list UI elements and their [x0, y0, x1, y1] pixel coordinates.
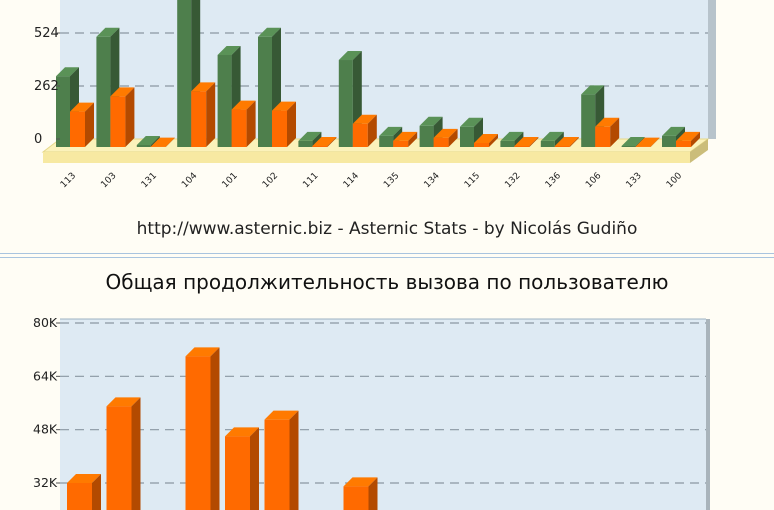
- separator-line: [0, 253, 774, 254]
- top-x-tick-label: 134: [423, 171, 442, 190]
- top-bar-orange: [595, 117, 620, 147]
- bottom-y-tick-label: 64K: [33, 368, 58, 383]
- top-bar-green: [136, 135, 160, 147]
- top-bar-orange: [676, 131, 700, 147]
- top-bar-orange: [150, 137, 175, 147]
- top-bar-orange: [191, 82, 216, 147]
- top-y-tick-label: 524: [34, 26, 59, 41]
- bottom-chart: 32K 48K 64K 80K: [33, 315, 710, 510]
- top-x-tick-label: 113: [59, 171, 78, 190]
- top-bar-orange: [433, 128, 458, 147]
- separator-line-2: [0, 257, 774, 258]
- top-bar-orange: [635, 137, 660, 147]
- bottom-bar-orange: [106, 397, 141, 510]
- top-bar-green: [298, 131, 322, 147]
- top-x-tick-label: 103: [99, 171, 118, 190]
- top-bar-green: [540, 131, 564, 147]
- top-x-tick-label: 102: [261, 171, 280, 190]
- top-x-tick-label: 106: [584, 171, 603, 190]
- top-bar-orange: [70, 102, 94, 147]
- top-chart-right-wall: [708, 0, 716, 139]
- bottom-y-tick-label: 48K: [33, 422, 58, 437]
- bottom-chart-title: Общая продолжительность вызова по пользо…: [105, 270, 669, 294]
- top-bar-orange: [110, 87, 135, 147]
- top-bar-orange: [514, 136, 539, 147]
- top-bar-orange: [554, 136, 579, 147]
- top-y-tick-label: 0: [34, 132, 42, 147]
- bottom-y-tick-label: 32K: [33, 475, 58, 490]
- bottom-bar-orange: [67, 474, 101, 510]
- top-chart-floor-side: [690, 139, 708, 163]
- top-x-tick-label: 100: [665, 171, 684, 190]
- top-x-tick-label: 136: [544, 171, 563, 190]
- bottom-bar-orange: [185, 347, 220, 510]
- top-bar-orange: [474, 133, 498, 147]
- top-x-tick-label: 111: [301, 171, 320, 190]
- top-bar-orange: [231, 100, 256, 147]
- top-bar-orange: [272, 101, 296, 147]
- top-bar-orange: [393, 131, 418, 147]
- top-x-tick-label: 101: [221, 171, 240, 190]
- top-bar-orange: [312, 136, 337, 147]
- top-bar-green: [500, 131, 524, 147]
- top-chart-floor-front: [43, 152, 690, 163]
- top-x-tick-label: 133: [625, 171, 644, 190]
- bottom-bar-orange: [264, 410, 299, 510]
- top-x-tick-label: 104: [180, 171, 199, 190]
- top-y-tick-label: 262: [34, 79, 59, 94]
- top-x-tick-label: 115: [463, 171, 482, 190]
- bottom-y-tick-label: 80K: [33, 315, 58, 330]
- top-x-tick-label: 132: [503, 171, 522, 190]
- top-x-tick-label: 114: [342, 171, 361, 190]
- top-chart: 0 262 524 113 103 131 104 101 102 111 114 135 134 11…: [34, 0, 716, 190]
- bottom-chart-back-wall: [60, 319, 706, 510]
- top-bar-orange: [352, 114, 377, 147]
- top-x-tick-label: 135: [382, 171, 401, 190]
- bottom-chart-right-wall: [706, 319, 710, 510]
- bottom-bar-orange: [343, 477, 378, 510]
- bottom-bar-orange: [225, 427, 259, 510]
- top-x-tick-label: 131: [140, 171, 159, 190]
- footer-credit-text[interactable]: http://www.asternic.biz - Asternic Stats…: [136, 219, 638, 239]
